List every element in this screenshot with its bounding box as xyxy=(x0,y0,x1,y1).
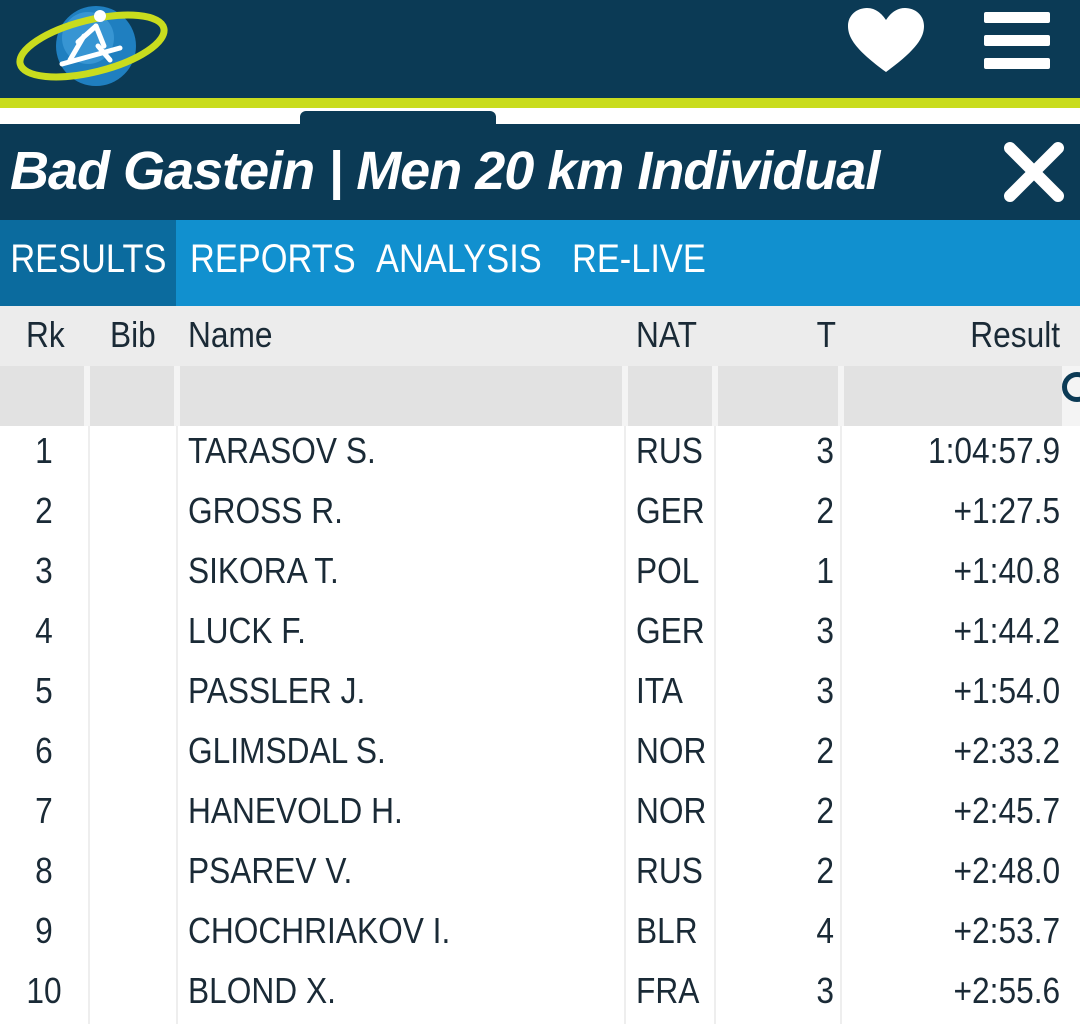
nation-cell: RUS xyxy=(636,430,703,471)
penalty-cell: 3 xyxy=(816,970,834,1011)
athlete-name-cell[interactable]: TARASOV S. xyxy=(188,430,376,471)
header-handle xyxy=(300,111,496,125)
nation-cell: NOR xyxy=(636,790,707,831)
table-row[interactable]: 6 GLIMSDAL S. NOR 2 +2:33.2 xyxy=(0,724,1080,784)
tab-bar: RESULTS REPORTS ANALYSIS RE-LIVE xyxy=(0,220,1080,306)
result-cell: +2:53.7 xyxy=(953,910,1060,951)
table-row[interactable]: 1 TARASOV S. RUS 3 1:04:57.9 xyxy=(0,424,1080,484)
result-cell: +2:33.2 xyxy=(953,730,1060,771)
rank-cell: 9 xyxy=(35,910,53,951)
penalty-cell: 2 xyxy=(816,490,834,531)
rank-cell: 6 xyxy=(35,730,53,771)
rank-cell: 2 xyxy=(35,490,53,531)
column-header-t[interactable]: T xyxy=(816,314,836,355)
nation-cell: GER xyxy=(636,610,705,651)
nation-cell: NOR xyxy=(636,730,707,771)
table-row[interactable]: 7 HANEVOLD H. NOR 2 +2:45.7 xyxy=(0,784,1080,844)
rank-cell: 5 xyxy=(35,670,53,711)
header-accent-line xyxy=(0,98,1080,108)
filter-bib[interactable] xyxy=(90,366,174,426)
result-cell: +2:45.7 xyxy=(953,790,1060,831)
nation-cell: FRA xyxy=(636,970,700,1011)
app-header xyxy=(0,0,1080,98)
nation-cell: RUS xyxy=(636,850,703,891)
heart-icon[interactable] xyxy=(846,6,926,74)
rank-cell: 3 xyxy=(35,550,53,591)
rank-cell: 1 xyxy=(35,430,53,471)
tab-re-live[interactable]: RE-LIVE xyxy=(572,237,706,281)
penalty-cell: 3 xyxy=(816,430,834,471)
table-row[interactable]: 10 BLOND X. FRA 3 +2:55.6 xyxy=(0,964,1080,1024)
filter-name[interactable] xyxy=(180,366,622,426)
table-row[interactable]: 4 LUCK F. GER 3 +1:44.2 xyxy=(0,604,1080,664)
nation-cell: POL xyxy=(636,550,700,591)
table-row[interactable]: 2 GROSS R. GER 2 +1:27.5 xyxy=(0,484,1080,544)
rank-cell: 7 xyxy=(35,790,53,831)
tab-results[interactable]: RESULTS xyxy=(0,220,176,306)
table-header: Rk Bib Name NAT T Result xyxy=(0,306,1080,366)
event-title: Bad Gastein | Men 20 km Individual xyxy=(10,141,880,201)
athlete-name-cell[interactable]: BLOND X. xyxy=(188,970,336,1011)
result-cell: +2:48.0 xyxy=(953,850,1060,891)
event-title-bar: Bad Gastein | Men 20 km Individual xyxy=(0,124,1080,220)
result-cell: +1:40.8 xyxy=(953,550,1060,591)
column-header-bib[interactable]: Bib xyxy=(110,314,156,355)
table-row[interactable]: 9 CHOCHRIAKOV I. BLR 4 +2:53.7 xyxy=(0,904,1080,964)
column-header-name[interactable]: Name xyxy=(188,314,273,355)
biathlon-skier-globe-logo[interactable] xyxy=(12,2,172,92)
tab-reports[interactable]: REPORTS xyxy=(190,237,356,281)
result-cell: +1:27.5 xyxy=(953,490,1060,531)
column-header-rk[interactable]: Rk xyxy=(26,314,65,355)
close-icon[interactable] xyxy=(1000,138,1068,206)
filter-rk[interactable] xyxy=(0,366,84,426)
penalty-cell: 2 xyxy=(816,730,834,771)
result-cell: +2:55.6 xyxy=(953,970,1060,1011)
athlete-name-cell[interactable]: SIKORA T. xyxy=(188,550,339,591)
athlete-name-cell[interactable]: GROSS R. xyxy=(188,490,343,531)
filter-row xyxy=(0,366,1080,426)
athlete-name-cell[interactable]: PSAREV V. xyxy=(188,850,353,891)
column-header-nat[interactable]: NAT xyxy=(636,314,698,355)
filter-result[interactable] xyxy=(844,366,1062,426)
nation-cell: GER xyxy=(636,490,705,531)
rank-cell: 4 xyxy=(35,610,53,651)
table-row[interactable]: 8 PSAREV V. RUS 2 +2:48.0 xyxy=(0,844,1080,904)
penalty-cell: 3 xyxy=(816,670,834,711)
search-icon[interactable] xyxy=(1062,372,1080,402)
result-cell: +1:44.2 xyxy=(953,610,1060,651)
column-header-result[interactable]: Result xyxy=(970,314,1060,355)
tab-analysis[interactable]: ANALYSIS xyxy=(376,237,542,281)
athlete-name-cell[interactable]: LUCK F. xyxy=(188,610,306,651)
penalty-cell: 2 xyxy=(816,850,834,891)
athlete-name-cell[interactable]: PASSLER J. xyxy=(188,670,366,711)
athlete-name-cell[interactable]: CHOCHRIAKOV I. xyxy=(188,910,451,951)
nation-cell: BLR xyxy=(636,910,698,951)
rank-cell: 10 xyxy=(26,970,62,1011)
table-row[interactable]: 3 SIKORA T. POL 1 +1:40.8 xyxy=(0,544,1080,604)
filter-t[interactable] xyxy=(718,366,838,426)
athlete-name-cell[interactable]: HANEVOLD H. xyxy=(188,790,403,831)
tab-results-label: RESULTS xyxy=(10,237,167,281)
penalty-cell: 4 xyxy=(816,910,834,951)
penalty-cell: 2 xyxy=(816,790,834,831)
result-cell: 1:04:57.9 xyxy=(927,430,1060,471)
table-row[interactable]: 5 PASSLER J. ITA 3 +1:54.0 xyxy=(0,664,1080,724)
result-cell: +1:54.0 xyxy=(953,670,1060,711)
penalty-cell: 1 xyxy=(816,550,834,591)
athlete-name-cell[interactable]: GLIMSDAL S. xyxy=(188,730,386,771)
rank-cell: 8 xyxy=(35,850,53,891)
nation-cell: ITA xyxy=(636,670,683,711)
filter-nat[interactable] xyxy=(628,366,712,426)
penalty-cell: 3 xyxy=(816,610,834,651)
hamburger-menu-icon[interactable] xyxy=(984,12,1050,70)
